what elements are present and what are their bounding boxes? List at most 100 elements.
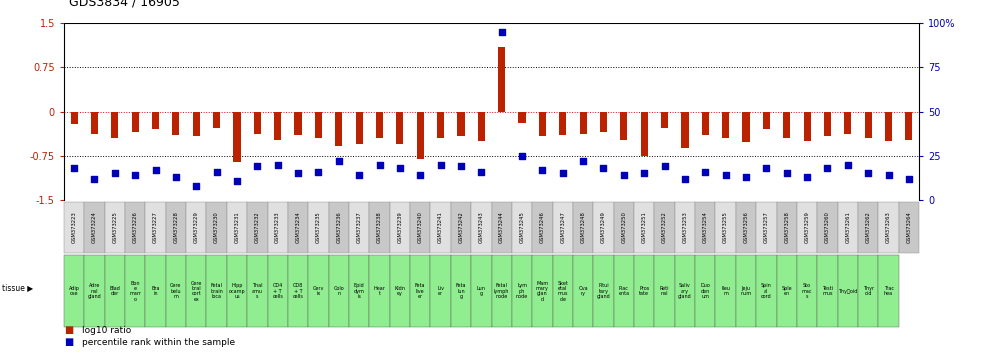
Point (433, 162, 448, 167)
Text: GSM373230: GSM373230 (214, 212, 219, 243)
Text: GSM373247: GSM373247 (560, 211, 565, 244)
Text: Sto
mac
s: Sto mac s (802, 283, 812, 299)
Bar (777, 255, 797, 327)
Bar (512, 255, 532, 327)
Point (229, 178, 245, 183)
Text: Thyoid: Thy oid (838, 289, 857, 294)
Text: ■: ■ (64, 337, 73, 347)
Text: Lym
ph
node: Lym ph node (516, 283, 528, 299)
Bar (844, 112, 851, 134)
Text: ■: ■ (64, 325, 73, 335)
Text: GSM373241: GSM373241 (438, 211, 443, 244)
Point (718, 172, 733, 178)
Point (738, 174, 754, 180)
Bar (492, 255, 512, 327)
Text: Adre
nal
gland: Adre nal gland (87, 283, 101, 299)
Bar (736, 202, 756, 253)
Text: GSM373228: GSM373228 (173, 211, 178, 244)
Bar (552, 202, 573, 253)
Point (87, 176, 102, 182)
Point (901, 176, 917, 182)
Bar (396, 112, 403, 144)
Bar (288, 255, 309, 327)
Text: GSM373264: GSM373264 (906, 211, 911, 244)
Bar (186, 255, 206, 327)
Bar (655, 255, 674, 327)
Bar (193, 112, 200, 136)
Point (677, 176, 693, 182)
Bar (674, 255, 695, 327)
Bar (518, 112, 526, 123)
Bar (905, 112, 912, 140)
Bar (370, 202, 389, 253)
Bar (376, 112, 383, 138)
Point (759, 165, 775, 171)
Bar (227, 255, 247, 327)
Point (596, 165, 611, 171)
Text: GSM373229: GSM373229 (194, 211, 199, 244)
Text: Reti
nal: Reti nal (660, 286, 669, 296)
Text: GSM373234: GSM373234 (296, 212, 301, 243)
Point (860, 171, 876, 176)
Bar (858, 202, 879, 253)
Bar (315, 112, 322, 138)
Bar (309, 255, 328, 327)
Text: GSM373225: GSM373225 (112, 211, 117, 244)
Point (269, 162, 285, 167)
Text: GSM373240: GSM373240 (418, 211, 423, 244)
Bar (349, 255, 370, 327)
Bar (695, 255, 716, 327)
Point (820, 165, 836, 171)
Point (554, 171, 570, 176)
Bar (410, 255, 431, 327)
Text: Adip
ose: Adip ose (69, 286, 80, 296)
Point (839, 162, 855, 167)
Bar (634, 255, 655, 327)
Text: GSM373259: GSM373259 (805, 211, 810, 244)
Bar (152, 112, 159, 129)
Point (779, 171, 794, 176)
Text: GSM373258: GSM373258 (784, 211, 789, 244)
Bar (573, 202, 594, 253)
Text: GSM373232: GSM373232 (255, 212, 260, 243)
Text: GSM373223: GSM373223 (72, 212, 77, 243)
Bar (879, 202, 898, 253)
Bar (641, 112, 648, 156)
Point (66, 165, 82, 171)
Text: Blad
der: Blad der (109, 286, 120, 296)
Text: GSM373250: GSM373250 (621, 211, 626, 244)
Text: CD4
+ T
cells: CD4 + T cells (272, 283, 283, 299)
Bar (817, 255, 838, 327)
Bar (763, 112, 770, 129)
Bar (206, 255, 227, 327)
Bar (288, 202, 309, 253)
Bar (655, 202, 674, 253)
Text: Pros
tate: Pros tate (639, 286, 650, 296)
Point (493, 29, 509, 35)
Text: GSM373263: GSM373263 (886, 212, 891, 243)
Bar (681, 112, 688, 148)
Bar (309, 202, 328, 253)
Bar (267, 255, 288, 327)
Point (189, 183, 204, 189)
Bar (233, 112, 241, 162)
Bar (389, 202, 410, 253)
Text: GSM373238: GSM373238 (377, 212, 382, 243)
Text: Thyr
oid: Thyr oid (863, 286, 874, 296)
Bar (634, 202, 655, 253)
Text: percentile rank within the sample: percentile rank within the sample (82, 338, 235, 347)
Text: GSM373237: GSM373237 (357, 212, 362, 243)
Text: GSM373224: GSM373224 (92, 211, 97, 244)
Bar (742, 112, 750, 142)
Bar (431, 255, 451, 327)
Bar (247, 202, 267, 253)
Point (636, 171, 652, 176)
Text: Spin
al
cord: Spin al cord (761, 283, 772, 299)
Text: Fetal
brain
loca: Fetal brain loca (210, 283, 223, 299)
Text: Hipp
ocamp
us: Hipp ocamp us (229, 283, 246, 299)
Point (331, 158, 347, 164)
Bar (783, 112, 790, 138)
Text: GSM373249: GSM373249 (601, 211, 606, 244)
Text: Sket
etal
mus
cle: Sket etal mus cle (557, 281, 568, 302)
Bar (186, 202, 206, 253)
